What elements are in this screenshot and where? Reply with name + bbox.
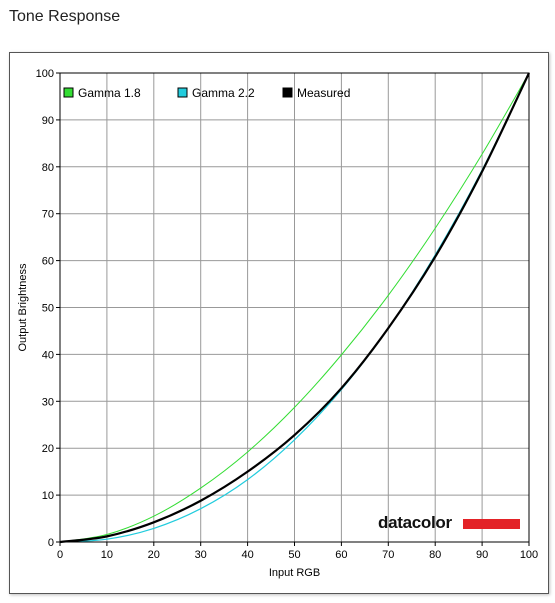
x-tick-label: 40 xyxy=(241,549,253,561)
legend: Gamma 1.8 Gamma 2.2 Measured xyxy=(63,86,350,100)
y-tick-label: 60 xyxy=(42,256,54,268)
measured-line xyxy=(59,72,530,544)
y-tick-label: 80 xyxy=(42,162,54,174)
legend-gamma-2-2: Gamma 2.2 xyxy=(177,86,255,100)
tone-response-chart: 0 10 20 30 40 50 60 70 80 90 100 0 10 20 30 40 50 60 70 80… xyxy=(17,68,538,579)
x-tick-label: 10 xyxy=(101,549,113,561)
x-tick-label: 90 xyxy=(476,549,488,561)
y-tick-label: 90 xyxy=(42,115,54,127)
legend-gamma-1-8: Gamma 1.8 xyxy=(63,86,141,100)
datacolor-logo: datacolor xyxy=(378,513,520,532)
legend-swatch xyxy=(63,87,74,98)
page-title: Tone Response xyxy=(9,8,121,25)
x-axis-label: Input RGB xyxy=(269,567,320,579)
legend-measured: Measured xyxy=(282,86,350,100)
x-tick-label: 0 xyxy=(57,549,63,561)
grid xyxy=(59,72,530,543)
legend-swatch xyxy=(177,87,188,98)
datacolor-logo-bar xyxy=(463,519,520,529)
y-tick-labels: 0 10 20 30 40 50 60 70 80 90 100 xyxy=(36,68,60,549)
y-axis-label: Output Brightness xyxy=(17,263,29,352)
plot-area-border xyxy=(59,72,530,543)
y-tick-label: 70 xyxy=(42,209,54,221)
y-tick-label: 50 xyxy=(42,303,54,315)
legend-label: Gamma 1.8 xyxy=(78,86,141,100)
chart-panel: 0 10 20 30 40 50 60 70 80 90 100 0 10 20 30 40 50 60 70 80… xyxy=(9,52,549,594)
datacolor-logo-text: datacolor xyxy=(378,513,453,532)
legend-label: Measured xyxy=(297,86,350,100)
legend-swatch xyxy=(282,87,293,98)
y-tick-label: 100 xyxy=(36,68,54,80)
x-tick-labels: 0 10 20 30 40 50 60 70 80 90 100 xyxy=(57,542,538,561)
x-tick-label: 70 xyxy=(382,549,394,561)
y-tick-label: 10 xyxy=(42,490,54,502)
y-tick-label: 30 xyxy=(42,396,54,408)
x-tick-label: 100 xyxy=(520,549,538,561)
x-tick-label: 20 xyxy=(148,549,160,561)
y-tick-label: 0 xyxy=(48,537,54,549)
y-tick-label: 40 xyxy=(42,349,54,361)
series-lines xyxy=(59,72,530,544)
legend-label: Gamma 2.2 xyxy=(192,86,255,100)
x-tick-label: 30 xyxy=(195,549,207,561)
x-tick-label: 80 xyxy=(429,549,441,561)
x-tick-label: 60 xyxy=(335,549,347,561)
gamma-1-8-line xyxy=(59,72,530,543)
y-tick-label: 20 xyxy=(42,443,54,455)
x-tick-label: 50 xyxy=(288,549,300,561)
